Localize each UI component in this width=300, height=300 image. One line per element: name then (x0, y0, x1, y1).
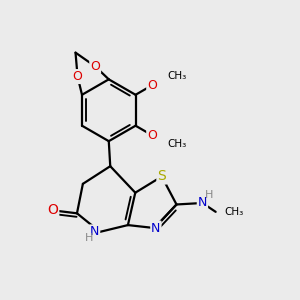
Text: O: O (73, 70, 82, 83)
Text: O: O (147, 79, 157, 92)
Text: CH₃: CH₃ (167, 71, 187, 81)
Text: O: O (47, 203, 58, 218)
Text: H: H (85, 233, 93, 243)
Text: N: N (151, 221, 160, 235)
Text: CH₃: CH₃ (224, 207, 244, 217)
Text: O: O (147, 129, 157, 142)
Text: O: O (90, 60, 100, 73)
Text: N: N (90, 225, 99, 239)
Text: CH₃: CH₃ (167, 139, 187, 149)
Text: N: N (198, 196, 207, 209)
Text: S: S (158, 169, 166, 184)
Text: H: H (205, 190, 213, 200)
